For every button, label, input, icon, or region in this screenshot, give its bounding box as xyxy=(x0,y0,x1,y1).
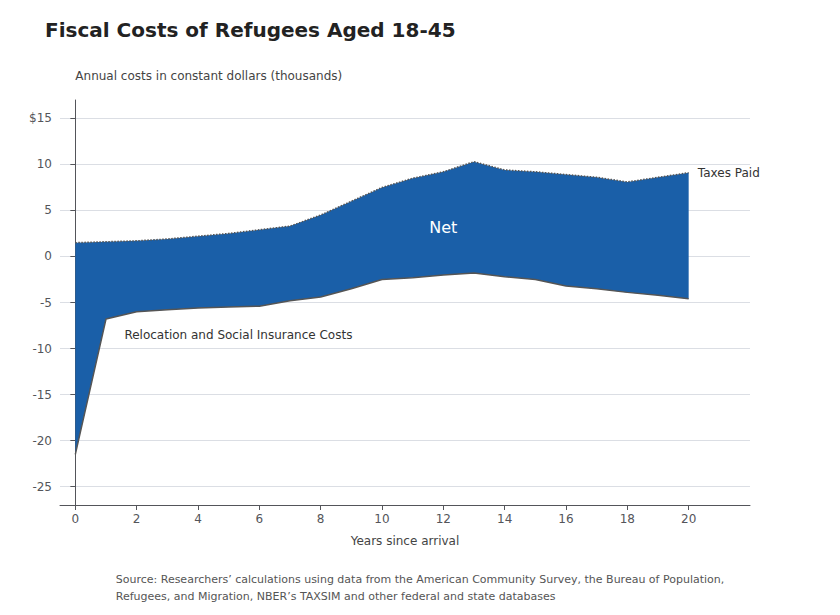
svg-text:18: 18 xyxy=(620,512,635,526)
svg-text:Annual costs in constant dolla: Annual costs in constant dollars (thousa… xyxy=(75,69,342,83)
svg-text:-10: -10 xyxy=(32,342,52,356)
svg-text:0: 0 xyxy=(44,249,52,263)
svg-text:$15: $15 xyxy=(29,111,52,125)
svg-text:2: 2 xyxy=(133,512,141,526)
svg-text:Net: Net xyxy=(429,218,457,237)
svg-text:10: 10 xyxy=(37,157,52,171)
svg-text:6: 6 xyxy=(256,512,264,526)
svg-text:0: 0 xyxy=(72,512,80,526)
svg-text:Relocation and Social Insuranc: Relocation and Social Insurance Costs xyxy=(124,328,352,342)
svg-text:-15: -15 xyxy=(32,388,52,402)
svg-text:16: 16 xyxy=(558,512,573,526)
svg-text:Refugees, and Migration, NBER’: Refugees, and Migration, NBER’s TAXSIM a… xyxy=(116,590,556,603)
svg-text:20: 20 xyxy=(681,512,696,526)
svg-text:-5: -5 xyxy=(40,296,52,310)
svg-text:5: 5 xyxy=(44,203,52,217)
svg-text:Source: Researchers’ calculati: Source: Researchers’ calculations using … xyxy=(116,573,725,586)
svg-text:Taxes Paid: Taxes Paid xyxy=(697,166,760,180)
svg-text:Years since arrival: Years since arrival xyxy=(350,534,460,548)
svg-text:4: 4 xyxy=(194,512,202,526)
svg-text:Fiscal Costs of Refugees Aged: Fiscal Costs of Refugees Aged 18-45 xyxy=(45,18,456,42)
svg-text:-25: -25 xyxy=(32,480,52,494)
svg-text:14: 14 xyxy=(497,512,512,526)
svg-text:10: 10 xyxy=(374,512,389,526)
svg-text:-20: -20 xyxy=(32,434,52,448)
svg-text:8: 8 xyxy=(317,512,325,526)
svg-text:12: 12 xyxy=(436,512,451,526)
